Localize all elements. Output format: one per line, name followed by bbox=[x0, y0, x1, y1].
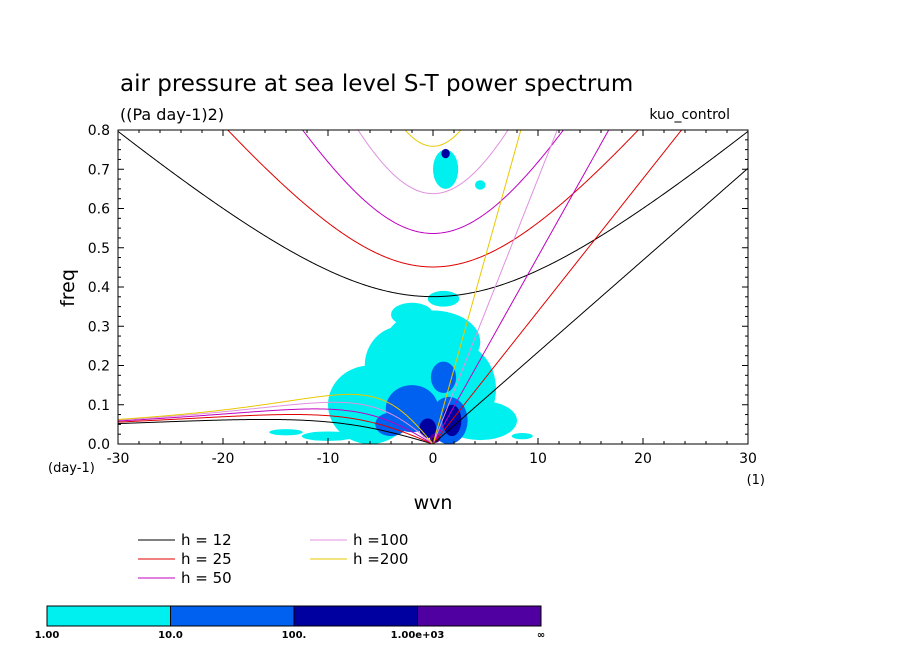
y-tick-label: 0.6 bbox=[88, 202, 110, 218]
curve-h100-rossby bbox=[118, 401, 434, 444]
curve-h100-kelvin bbox=[432, 130, 558, 444]
colorbar-label: 10.0 bbox=[158, 630, 183, 641]
curve-h25-rossby bbox=[118, 413, 434, 444]
y-unit-label: (day-1) bbox=[48, 461, 95, 476]
contour-region-10 bbox=[475, 180, 486, 190]
colorbar-label: ∞ bbox=[537, 630, 545, 641]
contour-fills bbox=[269, 148, 533, 444]
colorbar-segment-3 bbox=[417, 605, 542, 627]
y-tick-label: 0.3 bbox=[88, 319, 110, 335]
colorbar: 1.00 10.0 100. 1.00e+03 ∞ bbox=[35, 605, 545, 641]
dispersion-curves bbox=[118, 130, 748, 444]
contour-region-11 bbox=[511, 433, 533, 440]
x-tick-label: 30 bbox=[739, 451, 757, 467]
chart-title: air pressure at sea level S-T power spec… bbox=[120, 71, 633, 97]
chart-units: ((Pa day-1)2) bbox=[120, 105, 224, 124]
colorbar-segment-0 bbox=[46, 605, 171, 627]
y-axis-label: freq bbox=[57, 269, 79, 307]
y-tick-label: 0.2 bbox=[88, 359, 110, 375]
colorbar-label: 100. bbox=[282, 630, 307, 641]
x-axis-label: wvn bbox=[414, 492, 453, 514]
curve-h12-gravity bbox=[118, 130, 748, 298]
run-label: kuo_control bbox=[649, 107, 730, 123]
x-tick-label: 20 bbox=[634, 451, 652, 467]
x-tick-label: -20 bbox=[212, 451, 235, 467]
y-tick-label: 0.0 bbox=[88, 437, 110, 453]
colorbar-segment-1 bbox=[170, 605, 295, 627]
x-unit-label: (1) bbox=[747, 473, 765, 488]
contour-region-7 bbox=[391, 302, 433, 327]
legend-label-h50: h = 50 bbox=[181, 569, 232, 587]
x-tick-label: 10 bbox=[529, 451, 547, 467]
axis-ticks: -30 -20 -10 0 10 20 30 0.0 0.1 0.2 0.3 0.4 0.5 0.6 0.7… bbox=[88, 123, 757, 467]
colorbar-label: 1.00e+03 bbox=[391, 630, 445, 641]
curve-h25-gravity bbox=[227, 130, 639, 268]
contour-region-0 bbox=[301, 431, 355, 441]
y-tick-label: 0.8 bbox=[88, 123, 110, 139]
curve-h12-kelvin bbox=[432, 167, 748, 444]
curve-h50-gravity bbox=[301, 130, 565, 234]
contour-region-8 bbox=[427, 290, 460, 307]
contour-region-9 bbox=[433, 149, 459, 189]
curve-h50-rossby bbox=[118, 408, 434, 444]
colorbar-label: 1.00 bbox=[35, 630, 60, 641]
curve-h12-rossby bbox=[118, 418, 434, 444]
legend-label-h12: h = 12 bbox=[181, 531, 232, 549]
curve-h200-kelvin bbox=[432, 130, 522, 444]
legend-label-h100: h =100 bbox=[353, 531, 408, 549]
curve-h25-kelvin bbox=[432, 130, 683, 444]
contour-region-1 bbox=[269, 429, 303, 436]
y-tick-label: 0.5 bbox=[88, 241, 110, 257]
curve-h200-gravity bbox=[404, 130, 462, 147]
contour-region-18 bbox=[441, 148, 450, 159]
curve-h100-gravity bbox=[357, 130, 509, 195]
x-tick-label: -30 bbox=[107, 451, 130, 467]
x-tick-label: 0 bbox=[429, 451, 438, 467]
y-tick-label: 0.7 bbox=[88, 162, 110, 178]
legend-label-h25: h = 25 bbox=[181, 550, 232, 568]
legend-label-h200: h =200 bbox=[353, 550, 408, 568]
y-tick-label: 0.4 bbox=[88, 280, 110, 296]
x-tick-label: -10 bbox=[317, 451, 340, 467]
y-tick-label: 0.1 bbox=[88, 398, 110, 414]
curve-h50-kelvin bbox=[432, 130, 610, 444]
contour-region-14 bbox=[430, 361, 457, 393]
colorbar-segment-2 bbox=[293, 605, 418, 627]
curve-h200-rossby bbox=[118, 393, 434, 444]
